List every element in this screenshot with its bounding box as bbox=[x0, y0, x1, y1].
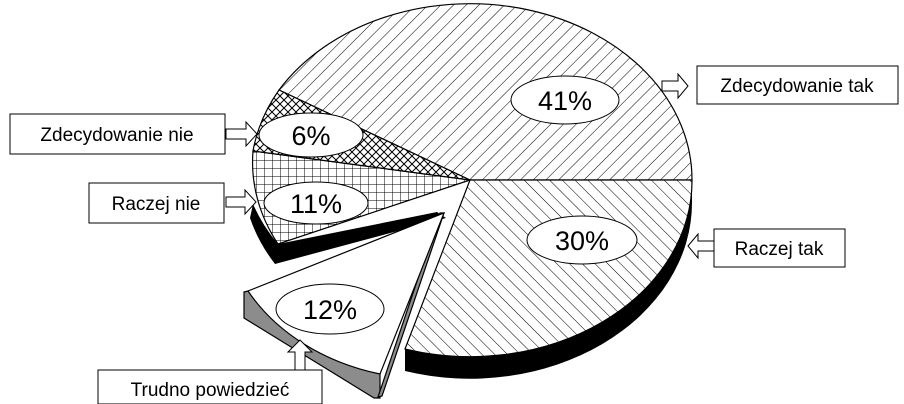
value-label-raczej-nie: 11% bbox=[263, 181, 369, 225]
slice-zdecydowanie-tak bbox=[278, 3, 693, 181]
svg-text:Raczej tak: Raczej tak bbox=[735, 239, 824, 260]
svg-text:Raczej nie: Raczej nie bbox=[112, 194, 201, 215]
arrow-zdecydowanie-tak-icon bbox=[661, 72, 689, 100]
label-zdecydowanie-nie: Zdecydowanie nie bbox=[9, 113, 226, 155]
side-raczej-tak bbox=[405, 180, 693, 379]
svg-text:6%: 6% bbox=[291, 121, 330, 151]
label-raczej-tak: Raczej tak bbox=[713, 228, 846, 268]
slice-raczej-tak bbox=[404, 179, 693, 358]
svg-text:Zdecydowanie nie: Zdecydowanie nie bbox=[40, 125, 193, 146]
arrow-raczej-nie-icon bbox=[225, 188, 257, 216]
svg-text:41%: 41% bbox=[538, 86, 592, 116]
value-label-zdecydowanie-tak: 41% bbox=[510, 75, 620, 125]
value-label-trudno-powiedziec: 12% bbox=[275, 283, 385, 335]
value-label-zdecydowanie-nie: 6% bbox=[258, 112, 364, 158]
svg-text:30%: 30% bbox=[555, 226, 609, 256]
label-trudno-powiedziec: Trudno powiedzieć bbox=[97, 369, 323, 404]
svg-text:11%: 11% bbox=[290, 189, 342, 219]
arrow-raczej-tak-icon bbox=[687, 232, 715, 260]
svg-text:12%: 12% bbox=[303, 295, 357, 325]
side-raczej-nie bbox=[250, 204, 446, 264]
value-label-raczej-tak: 30% bbox=[526, 215, 638, 265]
arrow-zdecydowanie-nie-icon bbox=[225, 120, 258, 148]
svg-text:Zdecydowanie tak: Zdecydowanie tak bbox=[720, 76, 874, 97]
svg-text:Trudno powiedzieć: Trudno powiedzieć bbox=[131, 380, 290, 401]
label-raczej-nie: Raczej nie bbox=[88, 182, 225, 224]
label-zdecydowanie-tak: Zdecydowanie tak bbox=[696, 65, 899, 105]
